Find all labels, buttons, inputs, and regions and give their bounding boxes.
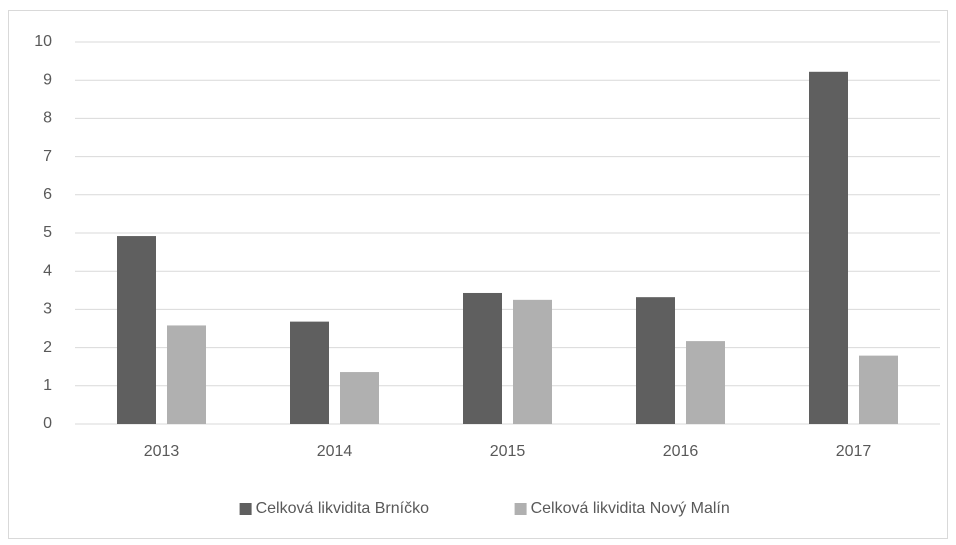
y-tick-label: 9 bbox=[43, 71, 52, 88]
y-tick-label: 1 bbox=[43, 377, 52, 394]
y-tick-label: 6 bbox=[43, 186, 52, 203]
x-tick-label: 2016 bbox=[663, 443, 699, 460]
y-tick-label: 7 bbox=[43, 148, 52, 165]
y-tick-label: 5 bbox=[43, 224, 52, 241]
bar bbox=[809, 71, 848, 425]
bar bbox=[290, 321, 329, 424]
y-tick-label: 8 bbox=[43, 110, 52, 127]
x-tick-label: 2013 bbox=[144, 443, 180, 460]
x-tick-label: 2017 bbox=[836, 443, 872, 460]
bar bbox=[463, 292, 502, 424]
bar bbox=[340, 372, 379, 424]
bar bbox=[513, 299, 552, 424]
bar bbox=[636, 297, 675, 424]
legend-label: Celková likvidita Brníčko bbox=[256, 500, 430, 517]
y-tick-label: 4 bbox=[43, 262, 52, 279]
legend-label: Celková likvidita Nový Malín bbox=[531, 500, 730, 517]
legend-swatch bbox=[514, 503, 527, 515]
bar bbox=[686, 341, 725, 424]
x-tick-label: 2015 bbox=[490, 443, 526, 460]
bar bbox=[859, 355, 898, 424]
y-tick-label: 0 bbox=[43, 415, 52, 432]
y-tick-label: 10 bbox=[34, 33, 52, 50]
y-tick-label: 2 bbox=[43, 339, 52, 356]
legend-swatch bbox=[239, 503, 252, 515]
bar bbox=[117, 236, 156, 424]
bar bbox=[167, 325, 206, 424]
y-tick-label: 3 bbox=[43, 301, 52, 318]
x-tick-label: 2014 bbox=[317, 443, 353, 460]
chart-border bbox=[8, 10, 948, 539]
